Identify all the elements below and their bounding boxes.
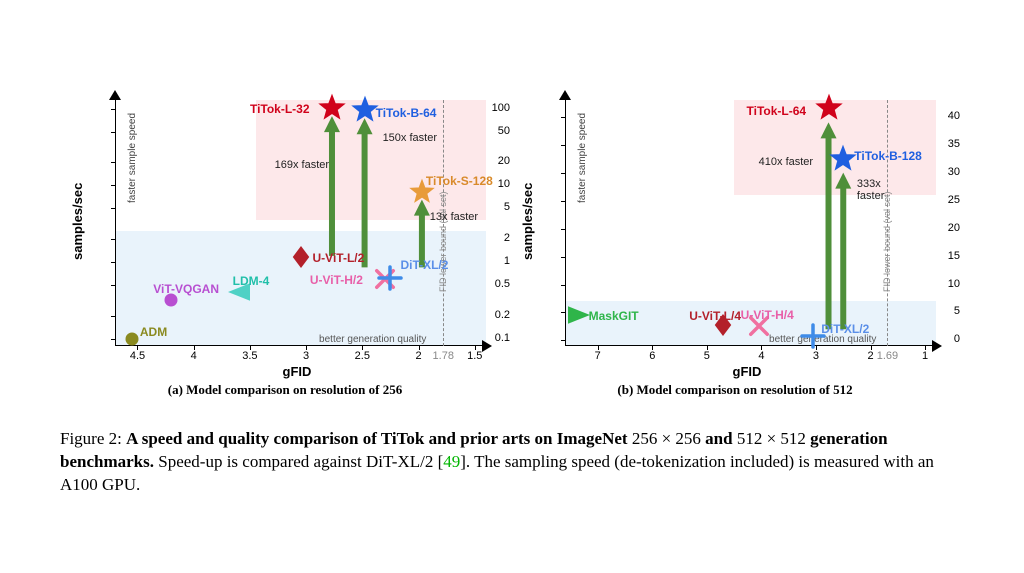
label-maskgit: MaskGIT <box>589 309 639 323</box>
speedup-annotation: 150x faster <box>383 132 437 144</box>
citation-49[interactable]: 49 <box>443 452 460 471</box>
caption-bold-1: A speed and quality comparison of TiTok … <box>126 429 632 448</box>
label-vit-vqgan: ViT-VQGAN <box>153 282 219 296</box>
charts-row: samples/secfaster sample speedgFID(a) Mo… <box>60 100 960 400</box>
speedup-annotation: 333xfaster <box>857 178 885 202</box>
figure-caption: Figure 2: A speed and quality comparison… <box>60 428 960 497</box>
chart-b: samples/secfaster sample speedgFID(b) Mo… <box>510 100 960 400</box>
label-u-vit-h-2: U-ViT-H/2 <box>310 273 363 287</box>
caption-rest-1: Speed-up is compared against DiT-XL/2 [ <box>154 452 443 471</box>
caption-math-1: 256 × 256 <box>632 429 701 448</box>
caption-bold-2: and <box>701 429 737 448</box>
label-titok-b-64: TiTok-B-64 <box>376 106 437 120</box>
caption-colon: : <box>117 429 126 448</box>
speedup-annotation: 169x faster <box>275 159 329 171</box>
figure-canvas: samples/secfaster sample speedgFID(a) Mo… <box>0 0 1024 573</box>
label-ldm-4: LDM-4 <box>233 274 270 288</box>
label-u-vit-h-4: U-ViT-H/4 <box>741 308 794 322</box>
label-titok-b-128: TiTok-B-128 <box>854 149 922 163</box>
label-titok-s-128: TiTok-S-128 <box>426 174 493 188</box>
speedup-annotation: 13x faster <box>430 211 478 223</box>
chart-a: samples/secfaster sample speedgFID(a) Mo… <box>60 100 510 400</box>
speedup-annotation: 410x faster <box>759 156 813 168</box>
caption-math-2: 512 × 512 <box>737 429 806 448</box>
label-u-vit-l-4: U-ViT-L/4 <box>689 309 741 323</box>
label-titok-l-32: TiTok-L-32 <box>250 102 310 116</box>
figure-number: Figure 2 <box>60 429 117 448</box>
label-dit-xl-2: DiT-XL/2 <box>821 322 869 336</box>
label-adm: ADM <box>140 325 167 339</box>
label-titok-l-64: TiTok-L-64 <box>747 104 807 118</box>
